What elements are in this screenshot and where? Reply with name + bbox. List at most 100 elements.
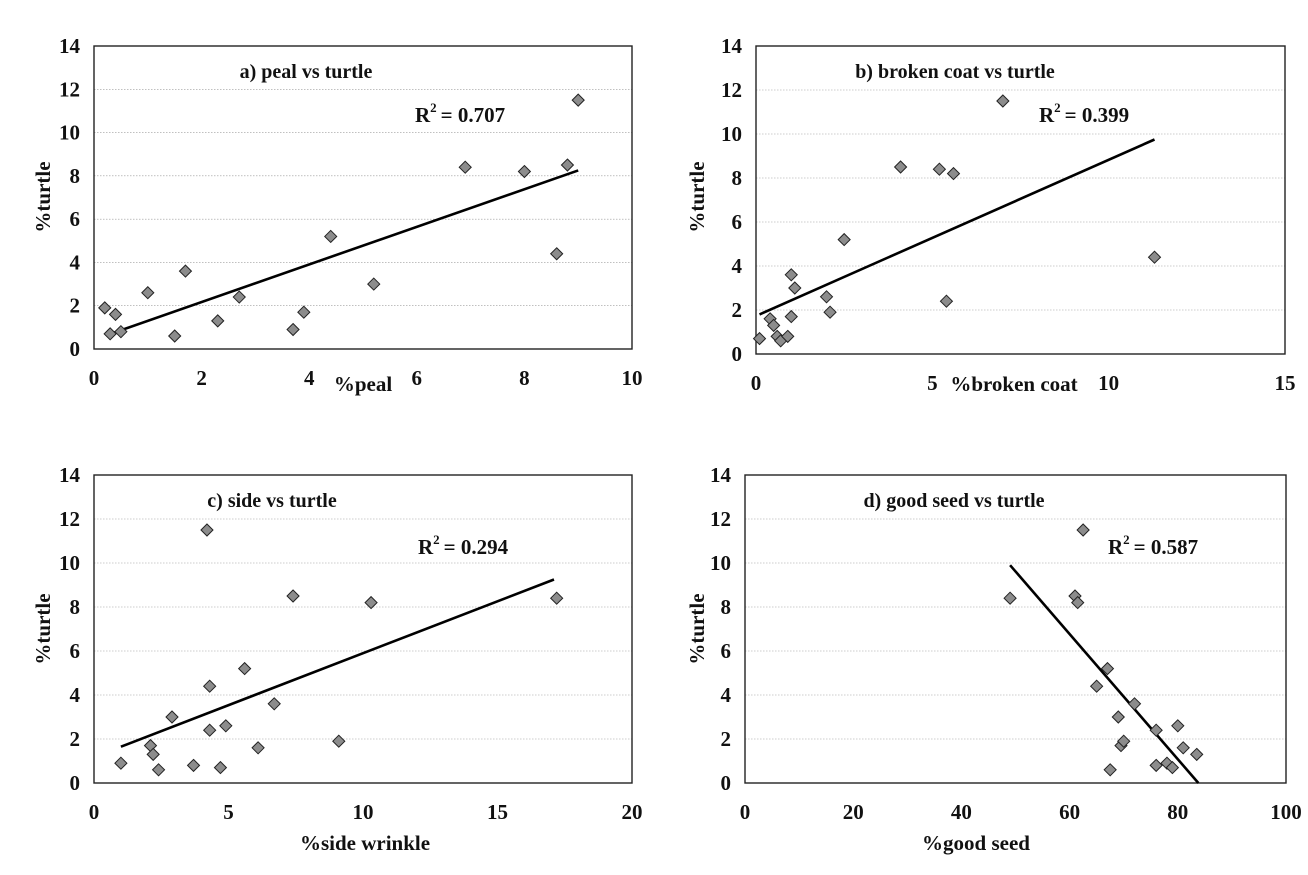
x-tick-label: 0 [89, 366, 100, 390]
x-tick-label: 8 [519, 366, 530, 390]
data-point [549, 591, 564, 605]
chart-panel-c: 0 2 4 6 8 10 12 14 0 5 10 15 20 %side wrinkle %turtle c… [0, 435, 654, 870]
x-tick-label: 60 [1059, 800, 1080, 824]
data-point [1147, 250, 1162, 264]
data-point [1171, 719, 1185, 733]
y-tick-label: 0 [70, 337, 81, 361]
y-tick-label: 6 [70, 639, 81, 663]
data-point [784, 309, 798, 324]
data-point [549, 247, 564, 261]
y-tick-label: 6 [732, 210, 743, 234]
r-squared-annotation: R2 = 0.399 [1039, 100, 1129, 127]
r-squared-annotation: R2 = 0.707 [415, 100, 505, 127]
data-point [286, 589, 300, 603]
x-axis-label: %peal [334, 372, 393, 396]
data-point [219, 719, 233, 733]
y-axis-label: %turtle [685, 593, 709, 664]
x-tick-label: 40 [951, 800, 972, 824]
chart-svg-c: 0 2 4 6 8 10 12 14 0 5 10 15 20 %side wrinkle %turtle c… [31, 463, 643, 855]
data-point [932, 162, 947, 176]
data-point [1103, 763, 1117, 777]
y-tick-label: 14 [710, 463, 732, 487]
chart-panel-d: 0 2 4 6 8 10 12 14 0 20 40 60 80 100 %good seed %turtle… [654, 435, 1308, 870]
y-axis-label: %turtle [31, 593, 55, 664]
data-point [286, 322, 300, 337]
data-point [146, 747, 160, 762]
x-tick-label: 0 [89, 800, 100, 824]
data-point [1111, 710, 1125, 724]
data-point [178, 264, 193, 278]
y-tick-label: 0 [732, 342, 743, 366]
x-axis-label: %good seed [922, 831, 1030, 855]
data-point [939, 294, 954, 308]
data-point [186, 758, 201, 773]
data-point [103, 327, 117, 341]
data-point [1190, 747, 1204, 762]
data-point [211, 314, 225, 328]
x-tick-label: 5 [927, 371, 938, 395]
data-point [819, 290, 834, 304]
x-axis-label: %side wrinkle [300, 831, 430, 855]
data-point [98, 301, 112, 315]
r-squared-annotation: R2 = 0.294 [418, 532, 509, 559]
data-point [1176, 741, 1190, 755]
chart-title: c) side vs turtle [207, 490, 337, 512]
r-squared-annotation: R2 = 0.587 [1108, 532, 1198, 559]
chart-panel-b: 0 2 4 6 8 10 12 14 0 5 10 15 %broken coat %turtle b) b… [654, 0, 1308, 435]
data-point [784, 268, 798, 282]
data-point [560, 158, 575, 172]
y-tick-label: 12 [59, 77, 80, 101]
data-point [996, 94, 1010, 108]
data-point [1076, 523, 1090, 537]
data-point [458, 160, 472, 174]
y-tick-label: 2 [70, 727, 81, 751]
plot-area-frame [744, 474, 1287, 784]
data-point [251, 741, 265, 755]
y-tick-label: 8 [70, 595, 81, 619]
x-tick-label: 100 [1270, 800, 1302, 824]
y-tick-label: 8 [70, 164, 81, 188]
y-tick-label: 6 [70, 207, 81, 231]
y-tick-label: 14 [59, 463, 81, 487]
data-point [114, 324, 128, 339]
y-tick-label: 4 [70, 250, 81, 274]
chart-svg-b: 0 2 4 6 8 10 12 14 0 5 10 15 %broken coat %turtle b) b… [685, 34, 1296, 396]
data-point [151, 763, 166, 777]
data-point [1003, 591, 1017, 605]
trend-line [759, 138, 1156, 316]
plot-area-frame [93, 474, 633, 784]
data-point [1149, 723, 1163, 737]
data-point [893, 160, 908, 174]
x-tick-label: 5 [223, 800, 234, 824]
y-tick-label: 8 [721, 595, 732, 619]
data-point [200, 523, 214, 537]
y-tick-label: 10 [710, 551, 731, 575]
y-axis-label: %turtle [685, 161, 709, 232]
chart-panel-a: 0 2 4 6 8 10 12 14 0 2 4 6 8 10 %peal %turtle a) peal vs… [0, 0, 654, 435]
x-tick-label: 10 [1098, 371, 1119, 395]
data-point [1127, 697, 1142, 711]
chart-svg-d: 0 2 4 6 8 10 12 14 0 20 40 60 80 100 %good seed %turtle… [685, 463, 1302, 855]
data-point [1071, 595, 1085, 610]
y-tick-label: 2 [721, 727, 732, 751]
data-point [141, 286, 155, 300]
plot-area-frame [93, 45, 633, 350]
y-tick-label: 12 [721, 78, 742, 102]
x-tick-label: 0 [740, 800, 751, 824]
x-tick-label: 80 [1167, 800, 1188, 824]
data-point [108, 307, 123, 322]
trend-line [107, 169, 579, 337]
data-point [232, 290, 246, 304]
data-point [1116, 734, 1131, 748]
data-point [213, 760, 228, 775]
x-tick-label: 15 [1275, 371, 1296, 395]
data-point [1165, 760, 1180, 775]
trend-line [1009, 564, 1200, 784]
data-point [837, 232, 851, 247]
data-point [788, 281, 802, 295]
data-point [297, 305, 311, 319]
data-point [202, 679, 217, 693]
y-tick-label: 14 [721, 34, 743, 58]
data-point [823, 305, 837, 319]
x-tick-label: 0 [751, 371, 762, 395]
